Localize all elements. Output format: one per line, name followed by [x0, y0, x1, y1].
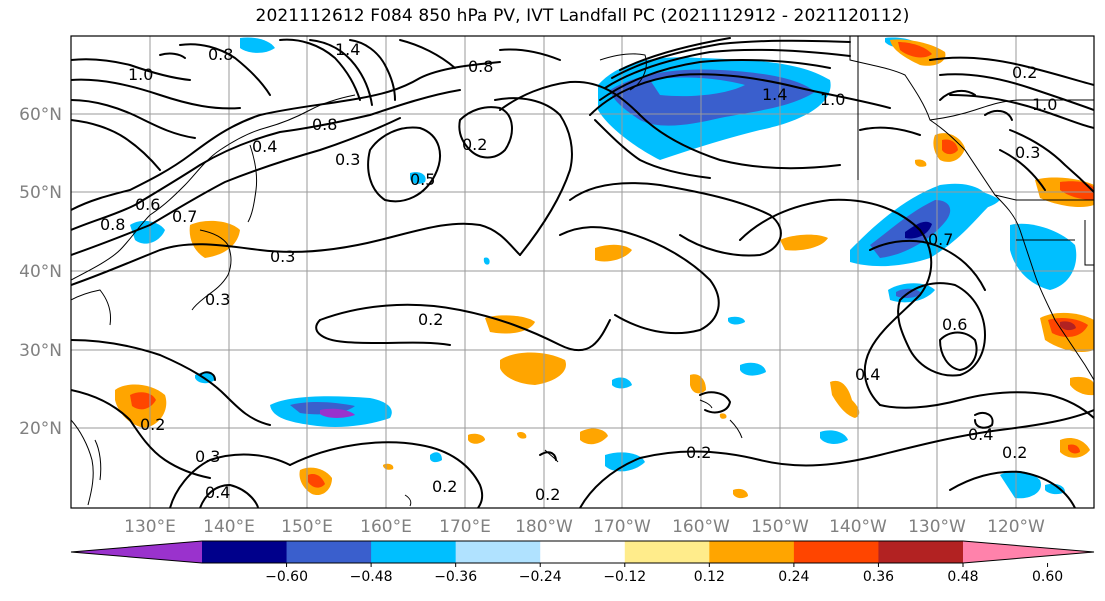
- contour-label: 0.8: [100, 215, 125, 234]
- lon-label-140e: 140°E: [203, 517, 255, 537]
- contour-label: 1.4: [762, 85, 787, 104]
- contour-label: 0.6: [135, 195, 160, 214]
- contour-label: 0.2: [686, 443, 711, 462]
- lon-label-160e: 160°E: [360, 517, 412, 537]
- lat-label-50: 50°N: [19, 183, 62, 203]
- colorbar-tick-label: −0.24: [519, 569, 562, 585]
- lon-label-130w: 130°W: [908, 517, 966, 537]
- colorbar-tick-label: −0.48: [350, 569, 393, 585]
- colorbar-tick-label: 0.36: [863, 569, 894, 585]
- lat-label-60: 60°N: [19, 105, 62, 125]
- lat-label-20: 20°N: [19, 419, 62, 439]
- colorbar-swatch: [793, 541, 879, 563]
- colorbar-ticks: −0.60 −0.48 −0.36 −0.24 −0.12 0.12 0.24 0.36 0.4…: [265, 563, 1063, 585]
- lon-label-130e: 130°E: [124, 517, 176, 537]
- contour-label: 0.3: [205, 290, 230, 309]
- latitude-labels: 60°N 50°N 40°N 30°N 20°N: [19, 105, 62, 439]
- colorbar-swatch: [624, 541, 710, 563]
- colorbar-swatch: [371, 541, 457, 563]
- contour-label: 0.3: [195, 447, 220, 466]
- contour-label: 1.0: [1032, 95, 1057, 114]
- contour-label: 1.0: [128, 65, 153, 84]
- longitude-labels: 130°E 140°E 150°E 160°E 170°E 180°W 170°…: [124, 517, 1045, 537]
- lon-label-150w: 150°W: [751, 517, 809, 537]
- contour-label: 0.4: [252, 137, 277, 156]
- contour-label: 0.6: [942, 315, 967, 334]
- contour-label: 0.2: [535, 485, 560, 504]
- lat-label-40: 40°N: [19, 262, 62, 282]
- contour-label: 0.2: [462, 135, 487, 154]
- contour-label: 0.5: [410, 170, 435, 189]
- contour-label: 1.4: [335, 40, 360, 59]
- colorbar: −0.60 −0.48 −0.36 −0.24 −0.12 0.12 0.24 0.36 0.4…: [70, 540, 1095, 585]
- colorbar-tick-label: −0.60: [265, 569, 308, 585]
- colorbar-swatch: [709, 541, 795, 563]
- coastlines: [71, 36, 1094, 507]
- colorbar-swatch: [878, 541, 964, 563]
- contour-label: 0.8: [208, 45, 233, 64]
- contour-label: 0.3: [335, 150, 360, 169]
- lon-label-160w: 160°W: [672, 517, 730, 537]
- colorbar-outline: [70, 540, 1095, 564]
- colorbar-tick-label: −0.12: [603, 569, 646, 585]
- colorbar-tick-label: 0.12: [694, 569, 725, 585]
- colorbar-swatch-max: [963, 541, 1094, 563]
- contour-label: 0.8: [312, 115, 337, 134]
- contour-label: 0.2: [432, 477, 457, 496]
- colorbar-swatch: [540, 541, 626, 563]
- page-title: 2021112612 F084 850 hPa PV, IVT Landfall…: [255, 6, 910, 26]
- lon-label-120w: 120°W: [987, 517, 1045, 537]
- contour-label: 0.2: [1012, 63, 1037, 82]
- contour-label: 0.2: [140, 415, 165, 434]
- lon-label-150e: 150°E: [281, 517, 333, 537]
- colorbar-swatch: [202, 541, 288, 563]
- contour-labels: 1.0 0.8 1.4 0.8 0.8 0.4 0.3 0.2 1.4 1.0 …: [100, 40, 1057, 504]
- contour-label: 0.3: [270, 247, 295, 266]
- map-panel: 1.0 0.8 1.4 0.8 0.8 0.4 0.3 0.2 1.4 1.0 …: [70, 35, 1095, 509]
- contour-label: 0.3: [1015, 143, 1040, 162]
- colorbar-swatches: [70, 540, 1095, 564]
- lon-label-170w: 170°W: [593, 517, 651, 537]
- colorbar-tick-label: −0.36: [434, 569, 477, 585]
- contour-label: 0.4: [968, 425, 993, 444]
- contour-label: 1.0: [820, 90, 845, 109]
- colorbar-swatch: [286, 541, 372, 563]
- colorbar-tick-label: 0.48: [947, 569, 978, 585]
- pv-contours: [71, 37, 1094, 508]
- contour-label: 0.8: [468, 57, 493, 76]
- contour-label: 0.4: [855, 365, 880, 384]
- colorbar-swatch: [455, 541, 541, 563]
- contour-label: 0.7: [928, 230, 953, 249]
- contour-label: 0.2: [418, 310, 443, 329]
- lon-label-170e: 170°E: [439, 517, 491, 537]
- colorbar-tick-label: 0.60: [1032, 569, 1063, 585]
- colorbar-tick-label: 0.24: [778, 569, 809, 585]
- contour-label: 0.4: [205, 483, 230, 502]
- colorbar-swatch-min: [71, 541, 202, 563]
- lon-label-140w: 140°W: [829, 517, 887, 537]
- lon-label-180w: 180°W: [515, 517, 573, 537]
- contour-label: 0.7: [172, 207, 197, 226]
- lat-label-30: 30°N: [19, 341, 62, 361]
- contour-label: 0.2: [1002, 443, 1027, 462]
